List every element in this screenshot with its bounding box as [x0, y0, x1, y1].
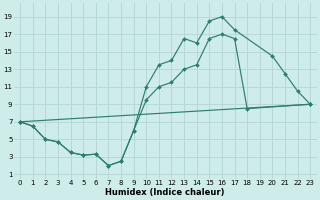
X-axis label: Humidex (Indice chaleur): Humidex (Indice chaleur) — [106, 188, 225, 197]
